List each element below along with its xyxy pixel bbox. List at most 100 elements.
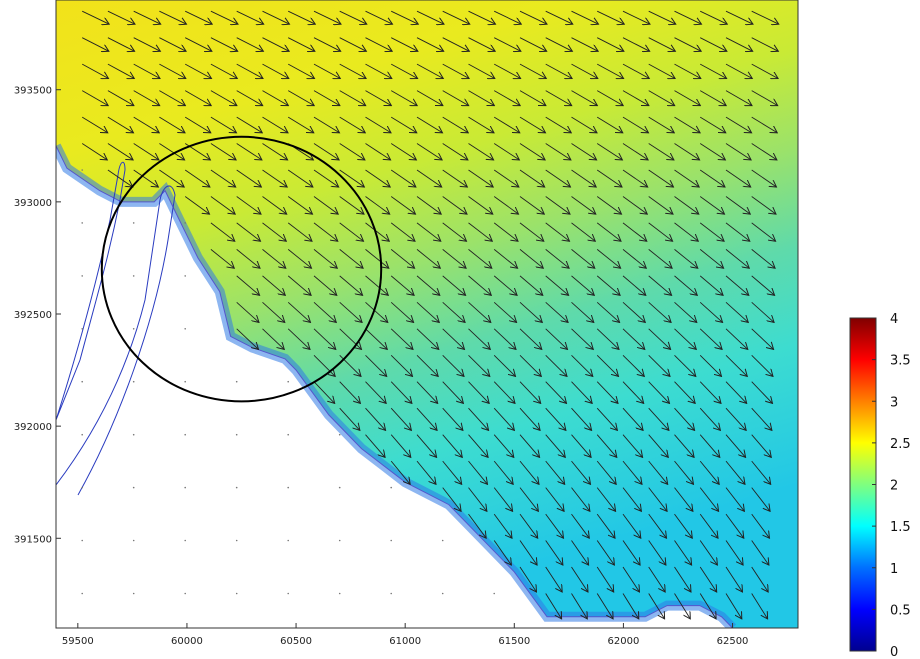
- vector-arrow-45: [545, 37, 573, 52]
- vector-arrow-166: [210, 169, 236, 187]
- vector-arrow-279: [313, 301, 336, 322]
- land-point: [287, 592, 290, 595]
- vector-arrow-359: [468, 407, 489, 430]
- vector-arrow-56: [133, 63, 160, 78]
- vector-arrow-147: [390, 143, 416, 160]
- vector-arrow-298: [262, 328, 285, 350]
- vector-arrow-418: [545, 513, 564, 538]
- vector-arrow-242: [442, 249, 466, 268]
- vector-arrow-104: [674, 90, 701, 106]
- vector-arrow-134: [751, 116, 778, 133]
- vector-arrow-274: [725, 275, 749, 295]
- vector-arrow-427: [493, 540, 511, 566]
- vector-arrow-304: [416, 328, 439, 350]
- vector-arrow-34: [262, 37, 290, 52]
- vector-arrow-410: [648, 487, 667, 512]
- vector-arrow-387: [390, 460, 410, 484]
- vector-arrow-353: [751, 381, 773, 404]
- vector-arrow-80: [751, 63, 778, 78]
- land-point: [287, 539, 290, 542]
- vector-arrow-241: [416, 249, 440, 268]
- vector-arrow-81: [81, 90, 108, 106]
- vector-arrow-389: [442, 460, 462, 484]
- vector-arrow-39: [390, 37, 418, 52]
- vector-arrow-221: [468, 222, 493, 241]
- vector-arrow-178: [519, 169, 545, 187]
- vector-arrow-249: [622, 249, 646, 268]
- vector-arrow-261: [390, 275, 414, 295]
- vector-arrow-417: [519, 513, 538, 538]
- vector-arrow-93: [390, 90, 417, 106]
- vector-arrow-117: [313, 116, 340, 133]
- vector-arrow-89: [287, 90, 314, 106]
- vector-arrow-53: [751, 37, 779, 52]
- vector-arrow-344: [519, 381, 541, 404]
- land-point: [81, 486, 83, 489]
- vector-arrow-183: [648, 169, 674, 187]
- vector-arrow-153: [545, 143, 571, 160]
- vector-arrow-102: [622, 90, 649, 106]
- vector-arrow-44: [519, 37, 547, 52]
- vector-arrow-208: [699, 196, 724, 215]
- vector-arrow-90: [313, 90, 340, 106]
- vector-arrow-332: [674, 354, 696, 376]
- land-point: [81, 380, 83, 383]
- vector-arrow-317: [751, 328, 774, 350]
- vector-arrow-355: [365, 407, 386, 430]
- vector-arrow-305: [442, 328, 465, 350]
- plot-area: 59500 60000 60500 61000 61500 62000 62500 3915…: [14, 0, 799, 647]
- land-point: [287, 486, 290, 489]
- vector-arrow-155: [596, 143, 622, 160]
- vector-arrow-437: [751, 540, 769, 566]
- vector-arrow-356: [390, 407, 411, 430]
- vector-arrow-194: [339, 196, 364, 215]
- land-point: [132, 539, 135, 542]
- vector-arrow-370: [751, 407, 772, 430]
- vector-arrow-61: [262, 63, 289, 78]
- vector-arrow-377: [519, 434, 540, 458]
- vector-arrow-168: [262, 169, 288, 187]
- vector-arrow-245: [519, 249, 543, 268]
- vector-arrow-126: [545, 116, 572, 133]
- vector-arrow-236: [287, 249, 311, 268]
- vector-arrow-95: [442, 90, 469, 106]
- vector-arrow-396: [622, 460, 642, 484]
- vector-arrow-294: [699, 301, 722, 322]
- vector-arrow-15: [468, 10, 496, 24]
- vector-arrow-329: [596, 354, 618, 376]
- vector-arrow-64: [339, 63, 366, 78]
- vector-arrow-365: [622, 407, 643, 430]
- vector-arrow-248: [596, 249, 620, 268]
- vector-arrow-338: [365, 381, 387, 404]
- land-point: [81, 275, 83, 277]
- land-point: [235, 486, 238, 489]
- land-point: [235, 380, 238, 383]
- vector-arrow-315: [699, 328, 722, 350]
- vector-arrow-391: [493, 460, 513, 484]
- land-point: [441, 592, 444, 595]
- land-point: [287, 380, 290, 383]
- vector-arrow-130: [648, 116, 675, 133]
- vector-arrow-41: [442, 37, 470, 52]
- vector-arrow-386: [751, 434, 772, 458]
- vector-arrow-119: [365, 116, 392, 133]
- vector-arrow-320: [365, 354, 387, 376]
- y-tick-label: 393000: [14, 198, 52, 209]
- vector-arrow-358: [442, 407, 463, 430]
- vector-arrow-339: [390, 381, 412, 404]
- vector-arrow-159: [699, 143, 725, 160]
- vector-arrow-110: [133, 116, 160, 133]
- vector-arrow-424: [699, 513, 718, 538]
- vector-arrow-435: [699, 540, 717, 566]
- annotation-circle: [100, 135, 383, 403]
- land-point: [493, 592, 496, 595]
- vector-arrow-307: [493, 328, 516, 350]
- vector-arrow-388: [416, 460, 436, 484]
- vector-arrow-323: [442, 354, 464, 376]
- vector-arrow-272: [674, 275, 698, 295]
- vector-arrow-408: [596, 487, 615, 512]
- vector-arrow-225: [571, 222, 596, 241]
- vector-arrow-113: [210, 116, 237, 133]
- vector-arrow-295: [725, 301, 748, 322]
- vector-arrow-452: [648, 593, 665, 619]
